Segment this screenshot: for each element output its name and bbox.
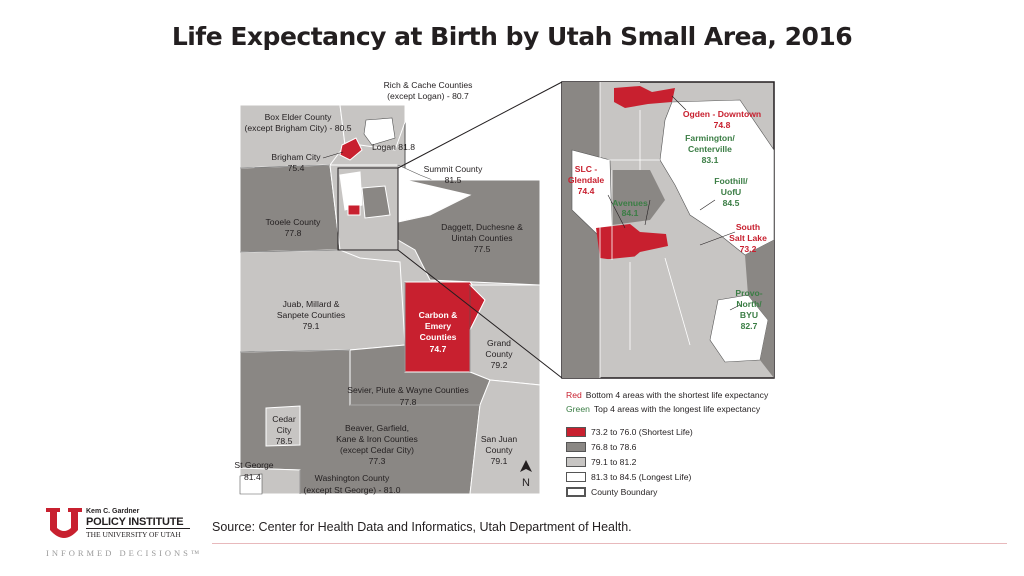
inset-boundaries [599, 82, 691, 378]
legend-swatch [566, 457, 586, 467]
label-ogden: Ogden - Downtown 74.8 [683, 109, 761, 130]
county-boundaries [239, 164, 480, 494]
label-st-george: St George 81.4 [234, 460, 273, 482]
legend-label: 73.2 to 76.0 (Shortest Life) [591, 427, 693, 437]
region-cedar-city[interactable] [265, 405, 301, 447]
footer-rule [212, 543, 1007, 544]
region-tooele[interactable] [239, 164, 341, 253]
region-metro-white[interactable] [339, 171, 363, 211]
tagline: INFORMED DECISIONS™ [46, 548, 203, 558]
north-label: N [522, 477, 530, 489]
legend-red-note: Red Bottom 4 areas with the shortest lif… [566, 390, 796, 401]
legend-label: 79.1 to 81.2 [591, 457, 637, 467]
legend-label: 76.8 to 78.6 [591, 442, 637, 452]
label-grand: Grand County 79.2 [485, 338, 513, 370]
logo-line-1: Kem C. Gardner [86, 508, 140, 515]
label-summit: Summit County 81.5 [424, 164, 483, 185]
legend-swatch [566, 442, 586, 452]
label-provo: Provo-North/BYU 82.7 [735, 288, 762, 331]
legend-item-light: 79.1 to 81.2 [566, 455, 796, 469]
label-cedar: Cedar City 78.5 [272, 414, 296, 446]
legend-green-note: Green Top 4 areas with the longest life … [566, 404, 796, 415]
logo-line-2: POLICY INSTITUTE [86, 516, 184, 528]
legend-item-longest: 81.3 to 84.5 (Longest Life) [566, 470, 796, 484]
region-brigham-city[interactable] [339, 137, 363, 161]
legend-item-boundary: County Boundary [566, 485, 796, 499]
label-slc: SLC -Glendale 74.4 [568, 164, 605, 196]
legend-swatch [566, 487, 586, 497]
inset-east-white[interactable] [659, 99, 775, 256]
label-beaver: Beaver, Garfield, Kane & Iron Counties (ex… [336, 423, 418, 466]
region-metro-dark[interactable] [361, 185, 391, 219]
connector-line-top [397, 81, 563, 169]
region-san-juan[interactable] [469, 379, 541, 495]
label-daggett: Daggett, Duchesne & Uintah Counties 77.5 [441, 222, 523, 254]
label-tooele: Tooele County 77.8 [266, 217, 322, 238]
logo-divider [86, 528, 190, 529]
label-farmington: Farmington/Centerville 83.1 [685, 133, 735, 165]
inset-selection-box [337, 167, 399, 251]
legend-label: County Boundary [591, 487, 658, 497]
north-arrow-icon: N [520, 460, 532, 489]
inset-middle-dark[interactable] [612, 170, 665, 225]
page-title: Life Expectancy at Birth by Utah Small A… [171, 22, 853, 51]
region-daggett[interactable] [397, 179, 541, 286]
region-metro-red[interactable] [347, 204, 361, 216]
legend: Red Bottom 4 areas with the shortest lif… [566, 390, 796, 499]
university-u-icon [46, 508, 82, 538]
inset-south-light[interactable] [600, 250, 730, 350]
legend-green-text: Top 4 areas with the longest life expect… [593, 404, 761, 414]
label-logan: Logan 81.8 [372, 142, 415, 152]
inset-leader-lines [607, 95, 741, 311]
label-san-juan: San Juan County 79.1 [481, 434, 518, 466]
legend-red-word: Red [566, 390, 582, 400]
legend-red-text: Bottom 4 areas with the shortest life ex… [585, 390, 769, 400]
legend-item-dark: 76.8 to 78.6 [566, 440, 796, 454]
label-rich-cache: Rich & Cache Counties (except Logan) - 80… [384, 80, 473, 101]
inset-map [561, 81, 775, 379]
label-carbon: Carbon & Emery Counties 74.7 [419, 310, 458, 354]
source-note: Source: Center for Health Data and Infor… [212, 520, 632, 534]
inset-slc-glendale[interactable] [596, 224, 668, 262]
inset-ogden[interactable] [614, 86, 675, 108]
region-st-george[interactable] [239, 473, 263, 495]
label-south-salt-lake: South Salt Lake 73.2 [729, 222, 767, 254]
region-box-elder[interactable] [239, 104, 346, 169]
label-foothill: Foothill/UofU 84.5 [714, 176, 748, 208]
legend-swatch [566, 472, 586, 482]
state-map [239, 104, 541, 495]
connector-line-bottom [397, 249, 563, 379]
label-box-elder: Box Elder County (except Brigham City) - … [245, 112, 352, 133]
inset-east-dark[interactable] [745, 240, 774, 378]
logo-line-3: THE UNIVERSITY OF UTAH [86, 530, 181, 539]
label-brigham: Brigham City 75.4 [271, 152, 321, 173]
label-avenues: Avenues 84.1 [612, 198, 648, 218]
label-sevier: Sevier, Piute & Wayne Counties 77.8 [347, 385, 469, 407]
label-washington: Washington County (except St George) - 81… [304, 473, 401, 495]
legend-item-shortest: 73.2 to 76.0 (Shortest Life) [566, 425, 796, 439]
leader-brigham [322, 151, 344, 159]
region-logan[interactable] [363, 117, 396, 146]
legend-label: 81.3 to 84.5 (Longest Life) [591, 472, 692, 482]
legend-swatch [566, 427, 586, 437]
label-juab: Juab, Millard & Sanpete Counties 79.1 [277, 299, 345, 331]
legend-green-word: Green [566, 404, 590, 414]
